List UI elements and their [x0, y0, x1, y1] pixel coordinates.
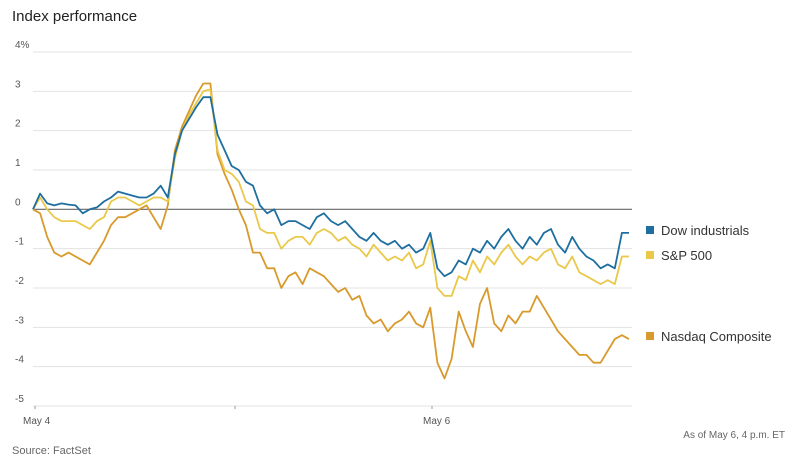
legend-swatch	[646, 226, 654, 234]
series-line-dow-industrials	[32, 96, 629, 278]
y-tick-label: 0	[15, 197, 21, 208]
legend-swatch	[646, 332, 654, 340]
series-line-s-p-500	[32, 88, 629, 297]
x-axis-tick-labels: May 4 May 6	[23, 416, 451, 427]
source-note: Source: FactSet	[12, 445, 91, 457]
gridlines	[33, 51, 632, 409]
y-tick-label: -3	[15, 315, 24, 326]
y-tick-label: 4%	[15, 40, 30, 51]
y-axis-tick-labels: 4% 3 2 1 0 -1 -2 -3 -4 -5	[15, 40, 30, 405]
as-of-note: As of May 6, 4 p.m. ET	[683, 430, 785, 441]
y-tick-label: -2	[15, 276, 24, 287]
y-tick-label: -5	[15, 394, 24, 405]
chart-title: Index performance	[12, 8, 138, 25]
y-tick-label: 3	[15, 79, 21, 90]
y-tick-label: -4	[15, 355, 24, 366]
legend-label: Nasdaq Composite	[661, 329, 772, 344]
x-tick-label: May 4	[23, 416, 51, 427]
y-tick-label: -1	[15, 237, 24, 248]
legend-label: Dow industrials	[661, 223, 750, 238]
y-tick-label: 2	[15, 119, 21, 130]
legend: Dow industrials S&P 500 Nasdaq Composite	[646, 223, 772, 344]
legend-label: S&P 500	[661, 248, 712, 263]
legend-swatch	[646, 251, 654, 259]
series-line-nasdaq-composite	[32, 82, 630, 380]
x-tick-label: May 6	[423, 416, 451, 427]
series-lines	[32, 82, 630, 380]
y-tick-label: 1	[15, 158, 21, 169]
